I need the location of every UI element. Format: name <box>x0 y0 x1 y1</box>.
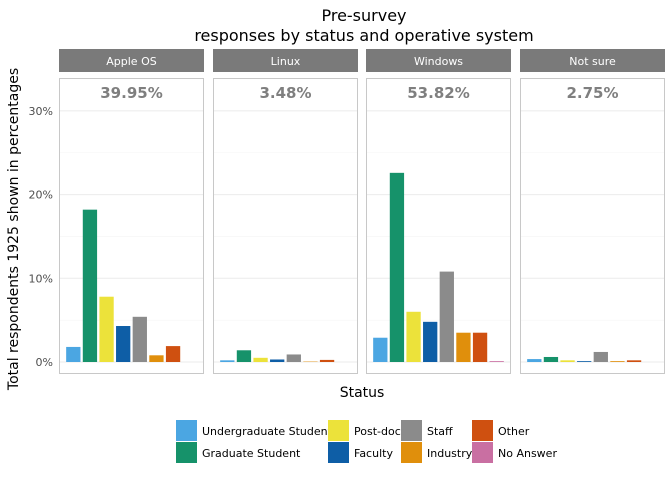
bar-linux-graduate-student <box>236 350 252 362</box>
legend-label-other: Other <box>498 425 530 438</box>
bar-windows-staff <box>439 271 454 362</box>
bar-windows-post-doc <box>406 311 421 362</box>
legend: Undergraduate Student Graduate Student Pos… <box>176 420 557 463</box>
legend-label-staff: Staff <box>427 425 453 438</box>
bar-linux-faculty <box>270 359 285 362</box>
panel-background-not-sure <box>520 78 665 374</box>
total-label-windows: 53.82% <box>407 84 469 102</box>
y-tick-label: 10% <box>29 272 53 285</box>
legend-swatch-industry <box>401 442 422 463</box>
y-tick-label: 20% <box>29 189 53 202</box>
legend-item-graduate-student: Graduate Student <box>176 442 301 463</box>
bar-windows-industry <box>456 332 471 362</box>
total-label-not-sure: 2.75% <box>566 84 618 102</box>
y-axis: 0% 10% 20% 30% <box>29 105 53 369</box>
bar-apple-os-post-doc <box>99 296 114 362</box>
strip-windows <box>366 49 511 72</box>
panel-background-apple-os <box>59 78 204 374</box>
panel-border-apple-os <box>59 78 204 374</box>
legend-label-no-answer: No Answer <box>498 447 557 460</box>
legend-item-undergraduate-student: Undergraduate Student <box>176 420 333 441</box>
bar-not-sure-faculty <box>577 361 592 362</box>
legend-label-undergraduate-student: Undergraduate Student <box>202 425 333 438</box>
y-axis-title: Total respondents 1925 shown in percenta… <box>6 68 22 391</box>
strip-linux <box>213 49 358 72</box>
legend-item-faculty: Faculty <box>328 442 393 463</box>
legend-item-staff: Staff <box>401 420 453 441</box>
legend-label-graduate-student: Graduate Student <box>202 447 301 460</box>
panel-border-linux <box>213 78 358 374</box>
bar-not-sure-industry <box>610 361 625 362</box>
bar-linux-staff <box>286 354 301 362</box>
bar-not-sure-other <box>626 360 642 362</box>
y-tick-label: 30% <box>29 105 53 118</box>
legend-swatch-no-answer <box>472 442 493 463</box>
bar-apple-os-faculty <box>116 326 131 362</box>
strip-apple-os <box>59 49 204 72</box>
bar-windows-undergraduate-student <box>373 337 388 362</box>
legend-swatch-post-doc <box>328 420 349 441</box>
panel-linux: Linux 3.48% <box>213 49 358 374</box>
panel-border-windows <box>366 78 511 374</box>
strip-label-windows: Windows <box>414 55 463 68</box>
strip-not-sure <box>520 49 665 72</box>
legend-item-industry: Industry <box>401 442 473 463</box>
bar-not-sure-graduate-student <box>543 356 559 362</box>
bar-apple-os-graduate-student <box>82 209 98 362</box>
bar-windows-no-answer <box>489 361 504 362</box>
y-tick-label: 0% <box>36 356 53 369</box>
bar-apple-os-industry <box>149 355 164 362</box>
bar-linux-undergraduate-student <box>220 360 235 362</box>
chart-title-line-2: responses by status and operative system <box>194 26 533 45</box>
panel-background-windows <box>366 78 511 374</box>
panel-not-sure: Not sure 2.75% <box>520 49 665 374</box>
x-axis-title: Status <box>340 385 385 401</box>
panel-apple-os: Apple OS 39.95% <box>59 49 204 374</box>
panel-windows: Windows 53.82% <box>366 49 511 374</box>
legend-item-other: Other <box>472 420 530 441</box>
bar-windows-graduate-student <box>389 172 405 362</box>
total-label-linux: 3.48% <box>259 84 311 102</box>
bar-not-sure-post-doc <box>560 360 575 362</box>
chart-title-line-1: Pre-survey <box>321 6 406 25</box>
total-label-apple-os: 39.95% <box>100 84 162 102</box>
legend-swatch-undergraduate-student <box>176 420 197 441</box>
panel-border-not-sure <box>520 78 665 374</box>
strip-label-apple-os: Apple OS <box>106 55 156 68</box>
bar-apple-os-undergraduate-student <box>66 346 81 362</box>
legend-label-faculty: Faculty <box>354 447 393 460</box>
panel-background-linux <box>213 78 358 374</box>
legend-swatch-staff <box>401 420 422 441</box>
legend-item-post-doc: Post-doc <box>328 420 401 441</box>
bar-linux-post-doc <box>253 357 268 362</box>
bar-windows-faculty <box>423 321 438 362</box>
legend-swatch-graduate-student <box>176 442 197 463</box>
legend-label-industry: Industry <box>427 447 473 460</box>
legend-item-no-answer: No Answer <box>472 442 557 463</box>
legend-label-post-doc: Post-doc <box>354 425 401 438</box>
bar-apple-os-other <box>165 346 181 362</box>
strip-label-linux: Linux <box>271 55 301 68</box>
bar-linux-other <box>319 359 335 362</box>
legend-swatch-other <box>472 420 493 441</box>
bar-apple-os-staff <box>132 316 147 362</box>
strip-label-not-sure: Not sure <box>569 55 616 68</box>
bar-not-sure-staff <box>593 351 608 362</box>
bar-not-sure-undergraduate-student <box>527 359 542 362</box>
facet-panels: Apple OS 39.95% Linux 3.48% Windows 53.82% Not… <box>59 49 665 374</box>
bar-windows-other <box>472 332 488 362</box>
legend-swatch-faculty <box>328 442 349 463</box>
